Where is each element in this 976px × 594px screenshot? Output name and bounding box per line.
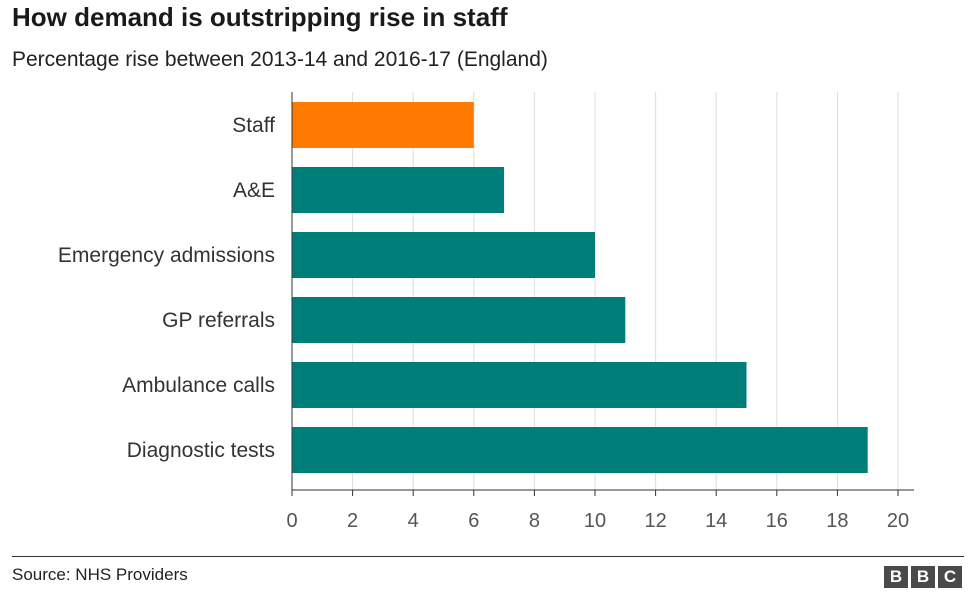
x-tick-label: 18 — [826, 510, 848, 532]
x-tick-label: 10 — [584, 510, 606, 532]
category-label: Ambulance calls — [122, 374, 275, 397]
category-label: Diagnostic tests — [127, 439, 275, 462]
logo-letter-c: C — [938, 566, 962, 588]
category-labels: Staff A&E Emergency admissions GP referrals… — [58, 114, 275, 462]
x-tick-label: 16 — [766, 510, 788, 532]
bars — [292, 102, 868, 473]
x-axis: 0 2 4 6 8 10 12 14 16 18 20 — [286, 92, 914, 532]
bar-a-e — [292, 167, 505, 213]
x-tick-label: 8 — [529, 510, 540, 532]
gridlines — [352, 92, 899, 490]
category-label: Emergency admissions — [58, 244, 275, 267]
chart-subtitle: Percentage rise between 2013-14 and 2016… — [12, 48, 548, 71]
category-label: GP referrals — [162, 309, 275, 332]
chart-title: How demand is outstripping rise in staff — [12, 2, 508, 32]
bbc-logo: B B C — [884, 566, 962, 588]
bar-emergency-admissions — [292, 232, 595, 278]
bar-ambulance-calls — [292, 362, 747, 408]
footer-divider — [12, 556, 964, 557]
x-tick-label: 0 — [286, 510, 297, 532]
logo-letter-b2: B — [911, 566, 935, 588]
bar-diagnostic-tests — [292, 427, 868, 473]
logo-letter-b1: B — [884, 566, 908, 588]
x-tick-label: 6 — [468, 510, 479, 532]
x-tick-label: 12 — [644, 510, 666, 532]
x-tick-label: 4 — [408, 510, 419, 532]
bar-gp-referrals — [292, 297, 626, 343]
x-tick-label: 20 — [887, 510, 909, 532]
category-label: Staff — [232, 114, 275, 137]
x-tick-label: 2 — [347, 510, 358, 532]
source-note: Source: NHS Providers — [12, 565, 188, 584]
category-label: A&E — [233, 179, 275, 202]
x-tick-label: 14 — [705, 510, 727, 532]
bar-staff — [292, 102, 474, 148]
